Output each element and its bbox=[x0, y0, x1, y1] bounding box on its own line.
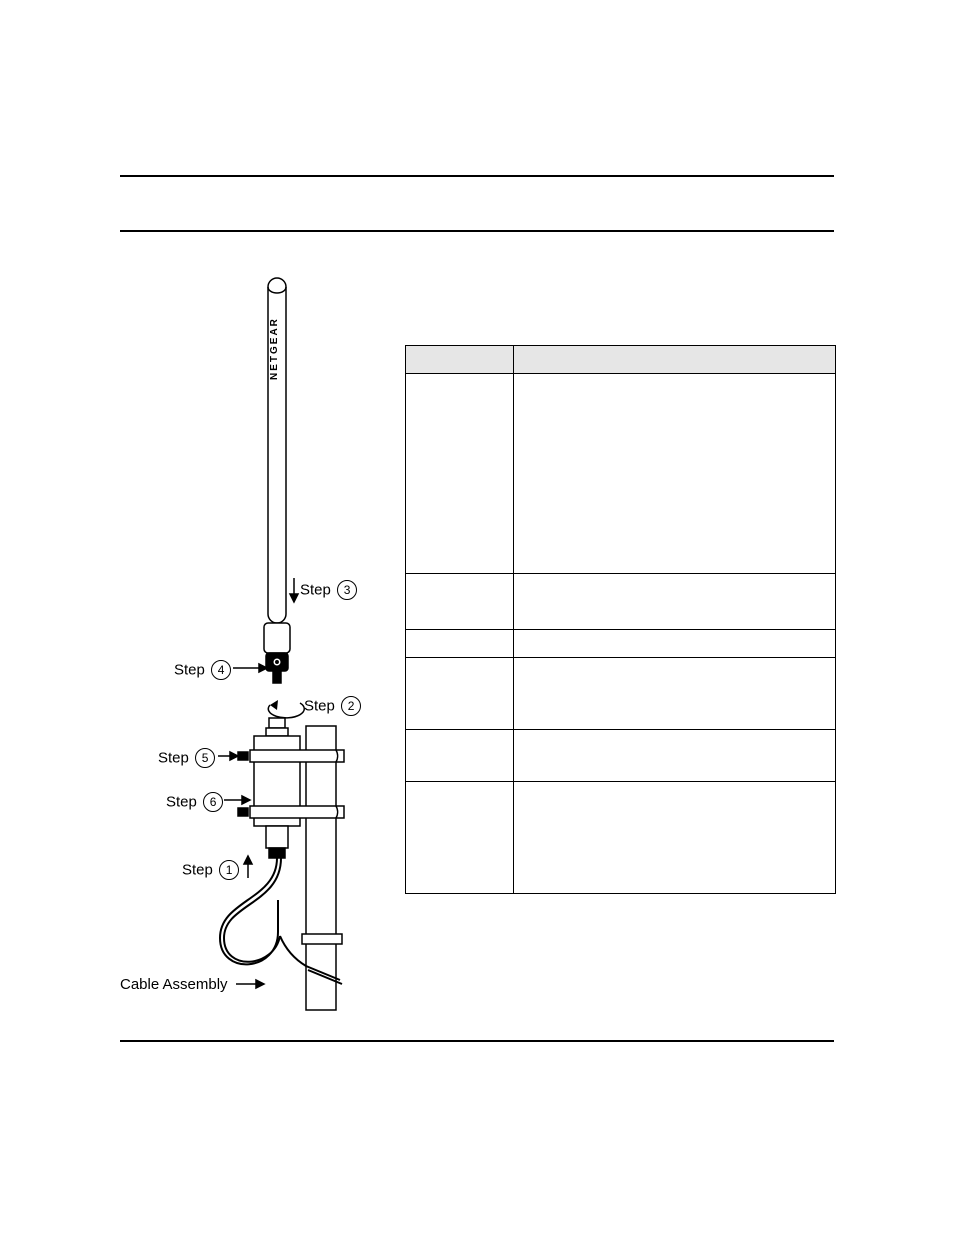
table-cell bbox=[514, 630, 836, 658]
cable-assembly-label: Cable Assembly bbox=[120, 976, 228, 993]
table-cell bbox=[406, 630, 514, 658]
table-cell bbox=[406, 782, 514, 894]
table-row bbox=[406, 574, 836, 630]
step-number-circle: 6 bbox=[203, 792, 223, 812]
step-number-circle: 3 bbox=[337, 580, 357, 600]
step-4-label: Step 4 bbox=[174, 660, 231, 680]
table-cell bbox=[514, 374, 836, 574]
table-cell bbox=[514, 658, 836, 730]
step-number-circle: 5 bbox=[195, 748, 215, 768]
cable-assembly-text: Cable Assembly bbox=[120, 976, 228, 993]
step-2-label: Step 2 bbox=[304, 696, 361, 716]
table-header-cell bbox=[514, 346, 836, 374]
step-1-label: Step 1 bbox=[182, 860, 239, 880]
table-row bbox=[406, 658, 836, 730]
table-row bbox=[406, 630, 836, 658]
table-cell bbox=[514, 574, 836, 630]
table-header-row bbox=[406, 346, 836, 374]
step-3-label: Step 3 bbox=[300, 580, 357, 600]
spec-table bbox=[405, 345, 836, 894]
table-cell bbox=[406, 574, 514, 630]
step-number-circle: 4 bbox=[211, 660, 231, 680]
step-word: Step bbox=[166, 794, 197, 811]
brand-text: NETGEAR bbox=[269, 317, 280, 380]
table-header-cell bbox=[406, 346, 514, 374]
step-word: Step bbox=[182, 862, 213, 879]
rule-top-1 bbox=[120, 175, 834, 177]
step-word: Step bbox=[304, 698, 335, 715]
step-word: Step bbox=[174, 662, 205, 679]
page: NETGEAR bbox=[0, 0, 954, 1235]
table-row bbox=[406, 374, 836, 574]
step-number-circle: 2 bbox=[341, 696, 361, 716]
table-cell bbox=[514, 782, 836, 894]
antenna-svg: NETGEAR bbox=[120, 260, 400, 1020]
table-cell bbox=[406, 658, 514, 730]
table-cell bbox=[406, 730, 514, 782]
step-5-label: Step 5 bbox=[158, 748, 215, 768]
step-word: Step bbox=[300, 582, 331, 599]
antenna-diagram: NETGEAR bbox=[120, 260, 400, 1020]
table-cell bbox=[406, 374, 514, 574]
table-row bbox=[406, 730, 836, 782]
table-row bbox=[406, 782, 836, 894]
step-6-label: Step 6 bbox=[166, 792, 223, 812]
step-number-circle: 1 bbox=[219, 860, 239, 880]
rule-bottom bbox=[120, 1040, 834, 1042]
step-word: Step bbox=[158, 750, 189, 767]
table-cell bbox=[514, 730, 836, 782]
rule-top-2 bbox=[120, 230, 834, 232]
